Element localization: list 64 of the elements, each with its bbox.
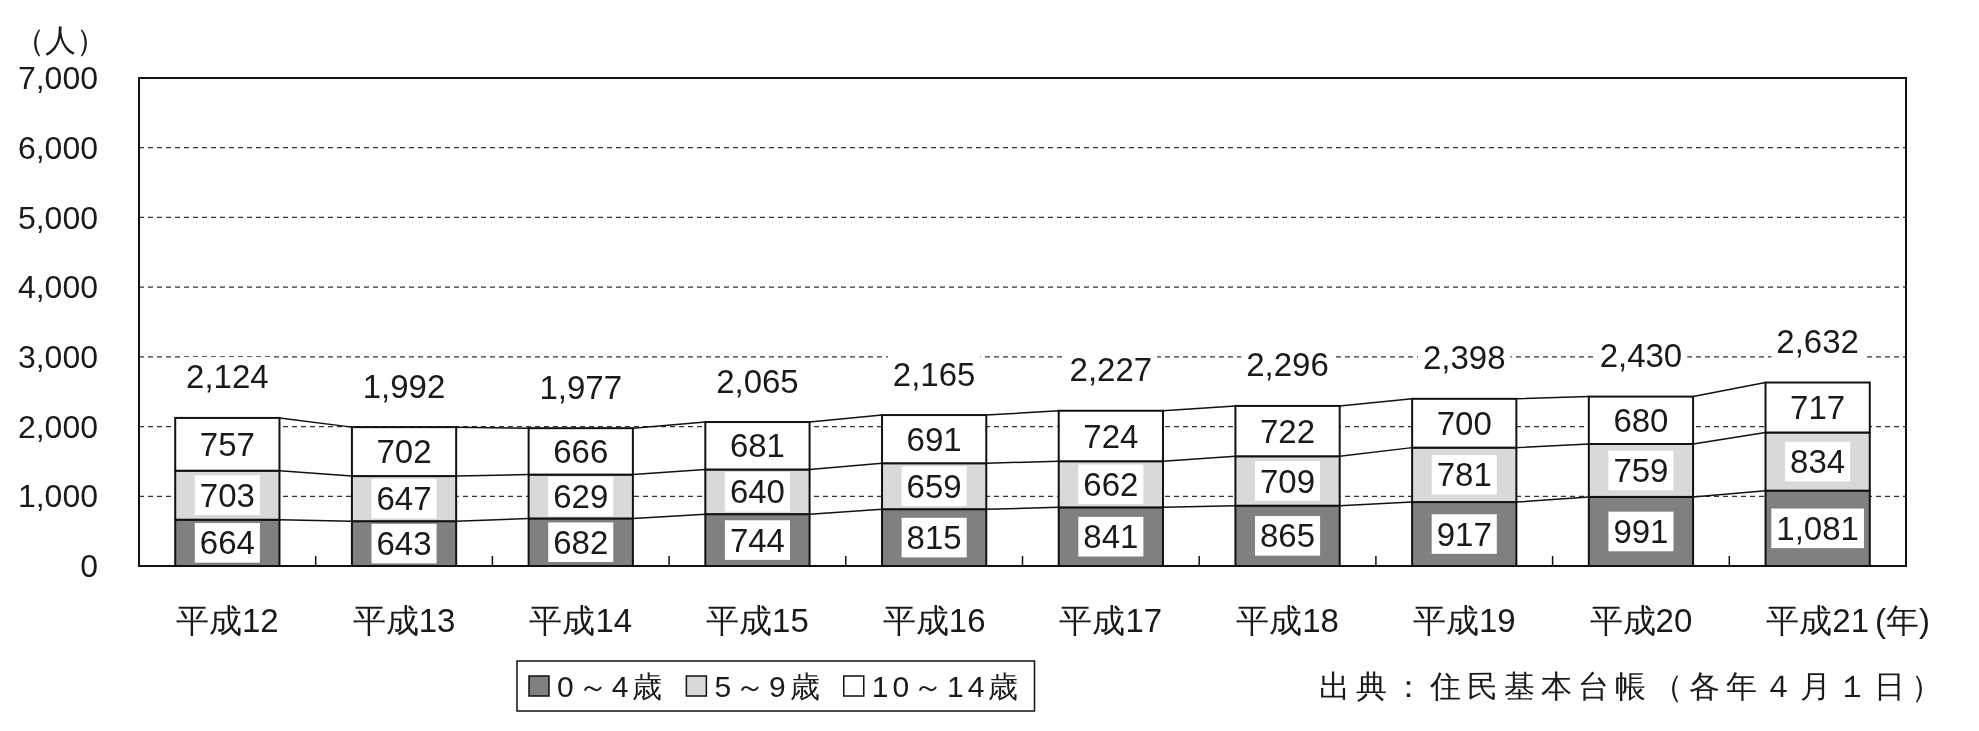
x-tick-label: 平成14: [529, 602, 633, 639]
total-label: 1,992: [362, 367, 446, 405]
total-label: 2,165: [892, 355, 976, 393]
data-label: 659: [906, 467, 962, 505]
y-tick-label: 2,000: [17, 408, 98, 445]
y-tick-label: 5,000: [17, 199, 98, 236]
y-tick-label: 7,000: [17, 60, 98, 97]
x-tick-label: 平成17: [1059, 602, 1163, 639]
data-label: 917: [1436, 515, 1492, 553]
data-label: 664: [199, 524, 255, 562]
legend-label: 0～4歳: [557, 669, 667, 703]
total-label: 2,296: [1246, 346, 1329, 384]
x-tick-label: 平成16: [882, 602, 986, 639]
data-label: 744: [729, 521, 785, 559]
y-axis-title: （人）: [13, 23, 107, 58]
data-label: 841: [1083, 518, 1139, 556]
y-tick-label: 4,000: [17, 269, 98, 306]
data-label: 666: [553, 432, 609, 470]
x-tick-label: 平成19: [1412, 602, 1516, 639]
x-axis-title: (年): [1875, 602, 1930, 639]
x-tick-label: 平成12: [175, 602, 279, 639]
data-label: 757: [199, 425, 255, 463]
total-label: 2,227: [1069, 351, 1153, 389]
data-label: 865: [1260, 517, 1316, 555]
x-tick-label: 平成18: [1236, 602, 1339, 639]
data-label: 647: [376, 480, 432, 518]
legend-label: 5～9歳: [714, 669, 824, 703]
data-label: 1,081: [1776, 509, 1859, 547]
y-tick-label: 3,000: [17, 339, 98, 376]
data-label: 643: [376, 525, 432, 563]
data-label: 991: [1613, 513, 1669, 551]
data-label: 662: [1083, 465, 1139, 503]
total-label: 2,065: [716, 362, 799, 400]
x-tick-label: 平成20: [1589, 602, 1693, 639]
data-label: 640: [729, 473, 785, 511]
total-label: 2,124: [186, 358, 269, 396]
total-label: 1,977: [539, 368, 623, 406]
x-tick-label: 平成21: [1766, 602, 1870, 639]
y-tick-label: 0: [80, 548, 98, 585]
data-label: 834: [1790, 443, 1846, 481]
total-label: 2,398: [1422, 339, 1506, 377]
x-tick-label: 平成13: [352, 602, 456, 639]
data-label: 717: [1790, 389, 1846, 427]
data-label: 680: [1613, 401, 1669, 439]
y-tick-label: 1,000: [17, 478, 98, 515]
y-tick-label: 6,000: [17, 129, 98, 166]
data-label: 781: [1436, 456, 1492, 494]
data-label: 700: [1436, 404, 1492, 442]
data-label: 682: [553, 523, 609, 561]
data-label: 722: [1260, 412, 1316, 450]
data-label: 724: [1083, 417, 1139, 455]
source-note: 出典：住民基本台帳（各年４月１日）: [1319, 669, 1948, 704]
data-label: 691: [906, 420, 962, 458]
total-label: 2,430: [1599, 337, 1683, 375]
legend-label: 10～14歳: [871, 669, 1023, 703]
data-label: 759: [1613, 452, 1669, 490]
data-label: 702: [376, 433, 432, 471]
data-label: 703: [199, 476, 255, 514]
data-label: 709: [1260, 462, 1316, 500]
data-label: 681: [729, 427, 785, 465]
data-label: 815: [906, 519, 962, 557]
total-label: 2,632: [1776, 323, 1859, 361]
data-label: 629: [553, 478, 609, 516]
x-tick-label: 平成15: [706, 602, 809, 639]
